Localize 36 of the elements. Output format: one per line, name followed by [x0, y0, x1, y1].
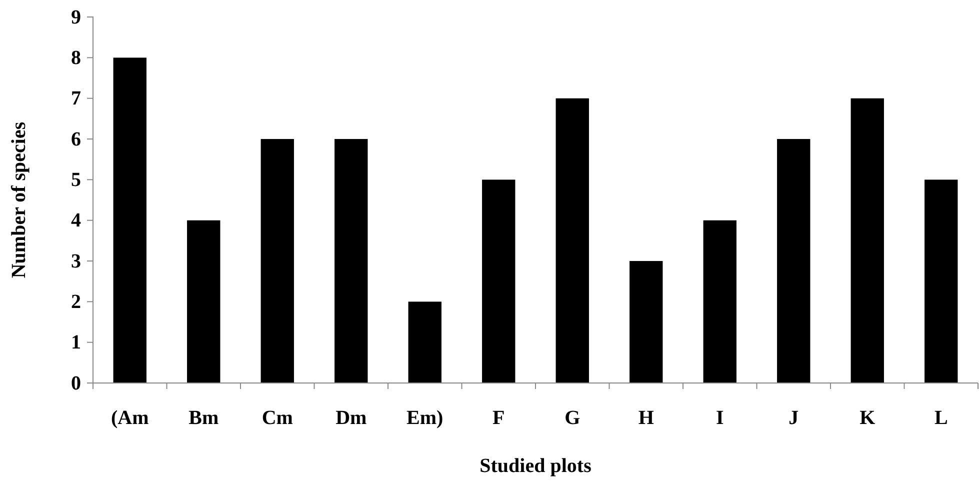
x-tick-label: (Am — [110, 407, 150, 429]
x-tick-label: L — [934, 407, 948, 429]
y-tick-label: 3 — [71, 250, 81, 272]
x-tick-label: Bm — [188, 407, 219, 429]
y-tick-label: 2 — [71, 291, 81, 314]
y-tick-label: 0 — [71, 372, 81, 394]
bar — [777, 139, 810, 383]
y-tick-label: 7 — [71, 88, 81, 110]
x-tick-label: H — [638, 407, 654, 429]
x-tick-label: Dm — [336, 407, 368, 429]
bar — [408, 302, 442, 383]
bar — [187, 220, 220, 383]
bar — [924, 180, 958, 383]
y-tick-label: 9 — [71, 6, 81, 28]
bar — [113, 58, 146, 383]
bar — [556, 98, 589, 383]
y-axis-title: Number of species — [8, 122, 30, 278]
x-tick-label: Cm — [262, 407, 294, 429]
x-tick-label: I — [716, 407, 724, 429]
x-tick-label: Em) — [406, 407, 444, 429]
y-tick-label: 6 — [71, 128, 81, 150]
x-tick-label: F — [492, 407, 505, 429]
y-tick-label: 5 — [71, 169, 81, 192]
bar — [260, 139, 294, 383]
bar — [850, 98, 884, 383]
bar — [630, 261, 663, 383]
x-axis-title: Studied plots — [480, 455, 592, 477]
x-tick-label: J — [788, 407, 799, 429]
bar — [703, 220, 736, 383]
bar — [482, 180, 516, 383]
y-tick-label: 1 — [71, 332, 81, 354]
y-tick-label: 8 — [71, 47, 81, 70]
bar — [334, 139, 368, 383]
x-tick-label: K — [860, 407, 876, 429]
y-tick-label: 4 — [71, 210, 81, 232]
x-tick-label: G — [564, 407, 581, 429]
